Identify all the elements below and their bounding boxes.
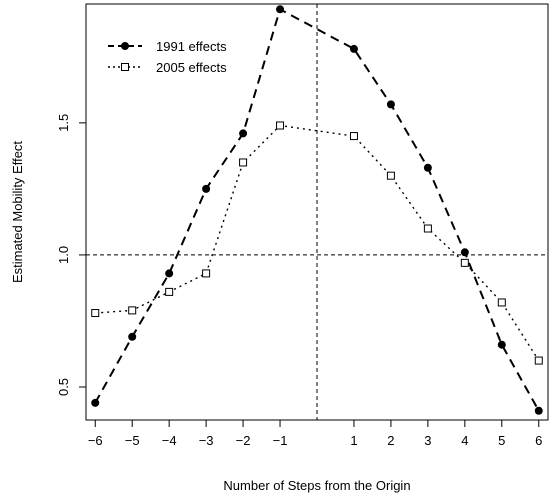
legend-marker xyxy=(121,42,129,50)
data-point xyxy=(349,132,358,141)
data-point xyxy=(239,158,248,167)
data-point xyxy=(423,163,432,172)
x-tick-label: 4 xyxy=(461,433,468,448)
data-point xyxy=(534,406,543,415)
data-point xyxy=(460,258,469,267)
series-0 xyxy=(91,5,543,415)
x-tick-label: 3 xyxy=(424,433,431,448)
data-point xyxy=(165,269,174,278)
y-tick-label: 1.0 xyxy=(56,246,71,264)
x-tick-label: 5 xyxy=(498,433,505,448)
x-tick-label: 2 xyxy=(387,433,394,448)
x-tick-label: −4 xyxy=(162,433,177,448)
x-tick-label: −3 xyxy=(199,433,214,448)
data-point xyxy=(91,398,100,407)
series-1 xyxy=(91,121,543,365)
reference-lines xyxy=(86,4,548,420)
data-point xyxy=(202,269,211,278)
legend-label-1: 2005 effects xyxy=(156,60,227,75)
data-point xyxy=(128,306,137,315)
data-point xyxy=(276,121,285,130)
data-point xyxy=(534,356,543,365)
data-point xyxy=(349,44,358,53)
y-axis: 0.5 1.0 1.5 xyxy=(56,114,87,396)
y-tick-label: 1.5 xyxy=(56,114,71,132)
series-line-1 xyxy=(95,124,540,361)
x-axis-title: Number of Steps from the Origin xyxy=(223,478,410,493)
data-point xyxy=(239,129,248,138)
x-tick-label: −5 xyxy=(125,433,140,448)
series-layer xyxy=(91,5,543,415)
x-tick-label: −1 xyxy=(273,433,288,448)
data-point xyxy=(386,100,395,109)
y-tick-label: 0.5 xyxy=(56,378,71,396)
x-tick-label: −2 xyxy=(236,433,251,448)
x-tick-label: 6 xyxy=(535,433,542,448)
legend-marker xyxy=(121,63,129,71)
y-axis-title: Estimated Mobility Effect xyxy=(10,141,25,283)
data-point xyxy=(128,332,137,341)
series-line-0 xyxy=(94,7,540,412)
legend: 1991 effects 2005 effects xyxy=(108,39,227,75)
data-point xyxy=(497,340,506,349)
data-point xyxy=(386,171,395,180)
data-point xyxy=(497,298,506,307)
data-point xyxy=(91,309,100,318)
x-tick-label: −6 xyxy=(88,433,103,448)
data-point xyxy=(276,5,285,14)
data-point xyxy=(460,248,469,257)
x-tick-label: 1 xyxy=(350,433,357,448)
data-point xyxy=(165,287,174,296)
x-axis: −6 −5 −4 −3 −2 −1 1 2 3 4 5 6 xyxy=(88,419,542,448)
legend-label-0: 1991 effects xyxy=(156,39,227,54)
data-point xyxy=(202,184,211,193)
data-point xyxy=(423,224,432,233)
